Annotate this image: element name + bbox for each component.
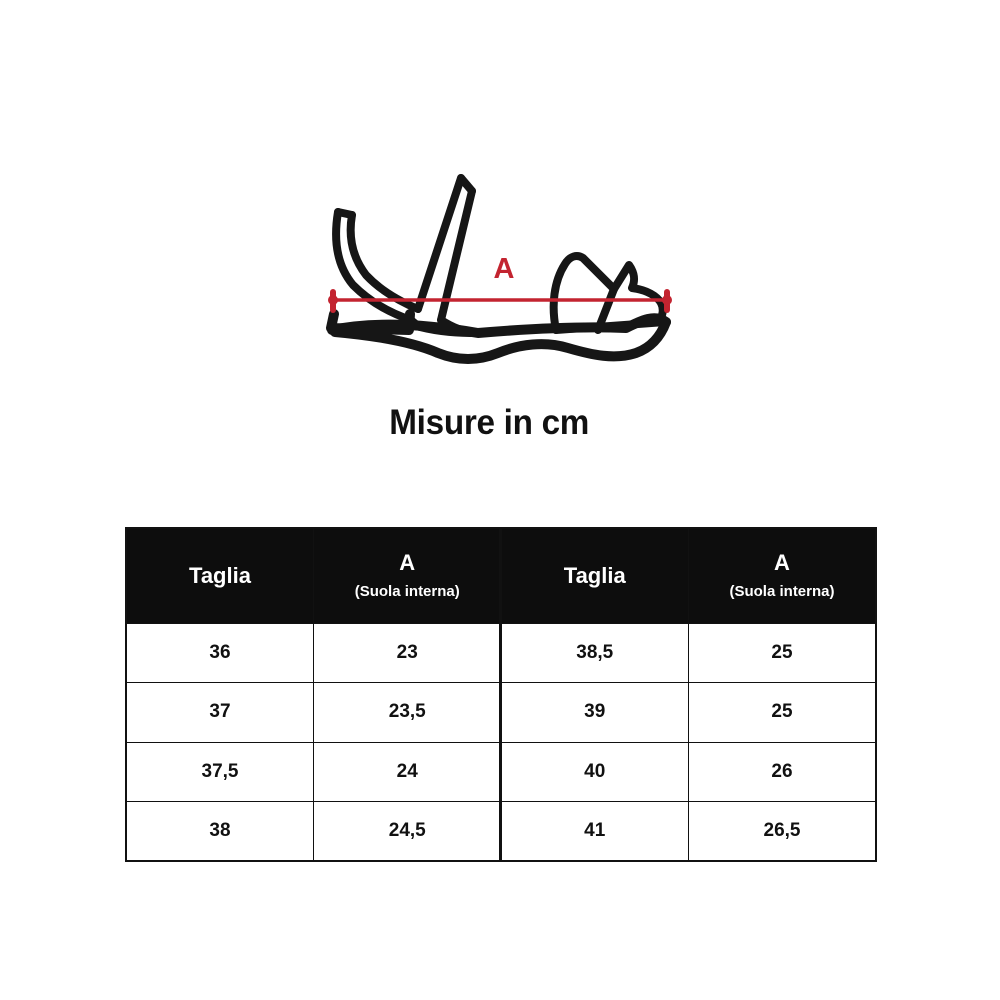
svg-text:A: A [494,253,515,285]
